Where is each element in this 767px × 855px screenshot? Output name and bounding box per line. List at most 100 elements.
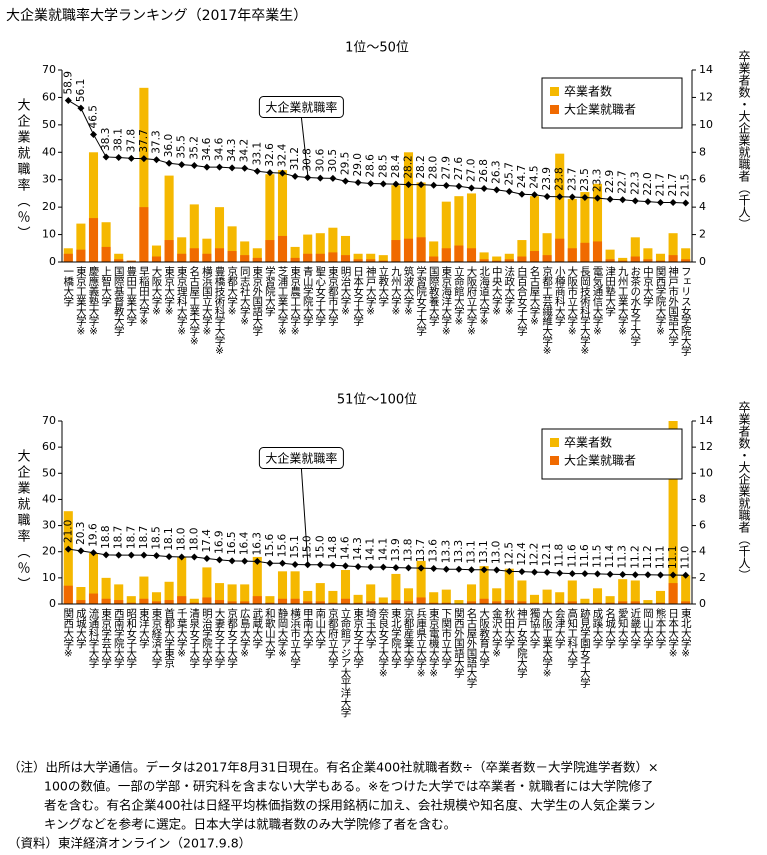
rate-label: 23.8 <box>554 167 566 190</box>
bar <box>681 601 691 604</box>
rate-label: 18.8 <box>100 525 112 548</box>
x-tick-label: 電気通信大学※ <box>592 266 604 337</box>
rate-marker <box>190 553 198 561</box>
bar <box>517 580 527 604</box>
bar <box>214 248 225 262</box>
bar <box>252 248 262 262</box>
bar <box>340 255 351 262</box>
y-tick-label: 20 <box>42 200 56 213</box>
legend-swatch <box>550 105 559 114</box>
x-tick-label: 日本女子大学 <box>352 266 364 326</box>
rate-label: 32.6 <box>264 143 276 167</box>
rate-marker <box>644 571 652 579</box>
x-tick-label: フェリス女学院大学 <box>680 266 692 355</box>
bar <box>303 234 313 262</box>
x-tick-label: 神戸女学院大学 <box>516 607 528 677</box>
bar <box>277 571 288 604</box>
y-tick-label: 50 <box>42 466 56 479</box>
x-tick-label: 立教大学 <box>377 265 389 306</box>
rate-label: 21.5 <box>680 174 692 197</box>
y-tick-label: 30 <box>42 519 56 532</box>
bar <box>542 602 552 604</box>
rate-marker <box>241 557 249 565</box>
x-tick-label: 近畿大学 <box>629 607 641 648</box>
x-tick-label: 兵庫県立大学※ <box>415 607 427 679</box>
x-tick-label: 明治大学※ <box>340 266 352 317</box>
rate-marker <box>556 569 564 577</box>
rate-label: 38.3 <box>100 128 112 151</box>
bar <box>202 253 212 262</box>
rate-marker <box>127 551 135 559</box>
rate-label: 25.7 <box>503 162 515 185</box>
bar <box>567 601 577 604</box>
bar <box>655 590 666 604</box>
y-tick-label: 0 <box>49 255 56 268</box>
rate-marker <box>354 178 362 186</box>
bar <box>277 235 288 262</box>
rate-marker <box>216 556 223 564</box>
bar <box>542 233 552 262</box>
bar <box>618 257 628 262</box>
legend-swatch <box>550 438 559 447</box>
x-tick-label: 豊田工業大学 <box>125 265 137 326</box>
rate-marker <box>203 555 211 563</box>
x-tick-label: 慶應義塾大学※ <box>88 265 100 337</box>
x-tick-label: 東京外国語大学 <box>251 265 263 335</box>
y2-tick-label: 14 <box>699 414 713 427</box>
bar <box>504 568 514 604</box>
y-tick-label: 70 <box>42 414 56 427</box>
x-tick-label: 一橋大学 <box>62 266 74 306</box>
rate-label: 18.0 <box>176 528 188 551</box>
y-tick-label: 60 <box>42 440 56 453</box>
bar <box>114 600 124 604</box>
rate-label: 28.6 <box>365 154 377 178</box>
rate-label: 16.5 <box>226 531 238 554</box>
rate-marker <box>657 571 664 579</box>
bar <box>492 256 502 262</box>
bar <box>529 196 540 262</box>
bar <box>542 589 552 604</box>
x-tick-label: 芝浦工業大学※ <box>277 265 289 337</box>
rate-marker <box>90 549 97 557</box>
bar <box>504 253 514 262</box>
rate-label: 11.0 <box>680 546 692 569</box>
bar <box>492 588 502 604</box>
rate-marker <box>203 163 211 171</box>
rate-label: 24.5 <box>529 165 541 188</box>
bar <box>655 253 666 262</box>
x-tick-label: 高知工科大学 <box>566 607 578 668</box>
rate-marker <box>153 552 160 560</box>
y-tick-label: 40 <box>42 492 56 505</box>
x-tick-label: 学習院大学 <box>264 265 276 316</box>
bar <box>76 600 86 604</box>
rate-label: 37.8 <box>125 129 137 152</box>
bar <box>567 248 577 262</box>
x-tick-label: お茶の水女子大学 <box>629 266 641 346</box>
x-tick-label: 獨協大学 <box>529 608 541 648</box>
rate-marker <box>279 559 286 567</box>
bar <box>340 598 351 604</box>
x-tick-label: 奈良女子大学※ <box>377 607 389 679</box>
y2-tick-label: 14 <box>699 63 713 76</box>
bar <box>466 601 477 604</box>
rate-marker <box>518 568 526 576</box>
x-tick-label: 神戸市外国語大学 <box>667 265 679 345</box>
bar <box>303 601 313 604</box>
bar <box>492 601 502 604</box>
callout-pointer <box>300 117 309 175</box>
bar <box>416 182 426 262</box>
bar <box>177 596 187 604</box>
bar <box>265 174 275 262</box>
rate-label: 21.7 <box>655 173 667 196</box>
rate-label: 20.3 <box>75 522 87 545</box>
rate-label: 12.5 <box>503 542 515 565</box>
rate-marker <box>556 193 564 201</box>
bar <box>542 255 552 262</box>
rate-marker <box>442 565 450 573</box>
rate-label: 15.0 <box>314 535 326 558</box>
bar <box>328 602 338 604</box>
rate-label: 38.1 <box>113 128 125 151</box>
y2-tick-label: 6 <box>699 173 706 186</box>
bar <box>353 253 363 262</box>
rate-marker <box>442 181 450 189</box>
